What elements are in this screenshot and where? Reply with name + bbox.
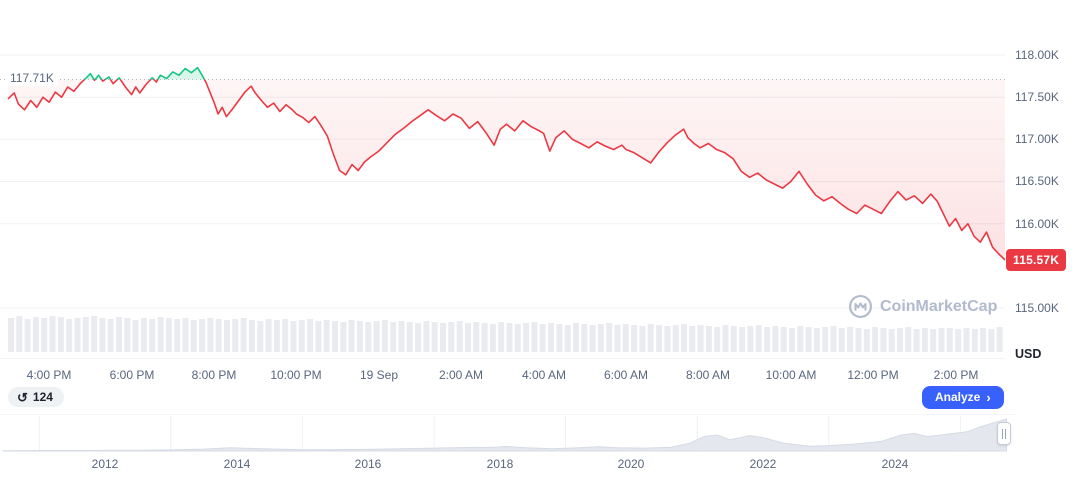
main-chart-area: 117.71K CoinMarketCap [0,0,1005,356]
brush-handle[interactable] [997,422,1011,445]
brush-year-label: 2012 [91,457,119,471]
all-time-mini-chart[interactable] [0,416,1016,453]
y-axis-tick-label: 117.50K [1015,90,1059,105]
history-count-badge[interactable]: ↺ 124 [8,387,64,407]
x-axis-tick-label: 2:00 PM [933,368,979,382]
brush-year-label: 2020 [617,457,645,471]
x-axis-tick-label: 10:00 AM [765,368,817,382]
analyze-button[interactable]: Analyze › [922,386,1004,409]
brush-year-label: 2016 [354,457,382,471]
chevron-right-icon: › [986,389,991,405]
x-axis-tick-label: 6:00 PM [109,368,155,382]
y-axis-tick-label: 115.00K [1015,300,1059,315]
price-line-chart[interactable] [0,0,1005,356]
currency-label: USD [1015,347,1042,361]
x-axis-tick-label: 12:00 PM [847,368,899,382]
x-axis-tick-label: 4:00 AM [521,368,567,382]
coinmarketcap-watermark: CoinMarketCap [848,294,997,319]
reference-price-label: 117.71K [6,70,58,86]
x-axis-tick-label: 4:00 PM [26,368,72,382]
x-axis-tick-label: 10:00 PM [270,368,322,382]
y-axis-tick-label: 116.00K [1015,216,1059,231]
history-icon: ↺ [17,389,28,405]
x-axis-tick-label: 2:00 AM [438,368,484,382]
x-axis-tick-label: 19 Sep [359,368,399,382]
watermark-text: CoinMarketCap [880,297,998,315]
x-axis-tick-label: 8:00 PM [191,368,237,382]
analyze-button-label: Analyze [935,390,981,404]
y-axis: USD 118.00K 117.50K 117.00K 116.50K 116.00K 1… [1005,0,1072,365]
y-axis-tick-label: 118.00K [1015,48,1059,62]
y-axis-tick-label: 117.00K [1015,132,1059,147]
history-count: 124 [32,390,53,404]
brush-year-label: 2022 [749,457,777,471]
brush-year-label: 2018 [486,457,514,471]
coinmarketcap-logo-icon [848,294,873,319]
x-axis: 4:00 PM 6:00 PM 8:00 PM 10:00 PM 19 Sep 2:00 … [0,358,1005,384]
x-axis-tick-label: 6:00 AM [603,368,649,382]
timeline-brush[interactable]: 2012 2014 2016 2018 2020 2022 2024 [0,414,1016,474]
last-price-badge: 115.57K [1006,249,1067,271]
brush-year-label: 2014 [223,457,251,471]
brush-year-label: 2024 [881,457,909,471]
x-axis-tick-label: 8:00 AM [685,368,731,382]
y-axis-tick-label: 116.50K [1015,174,1059,189]
